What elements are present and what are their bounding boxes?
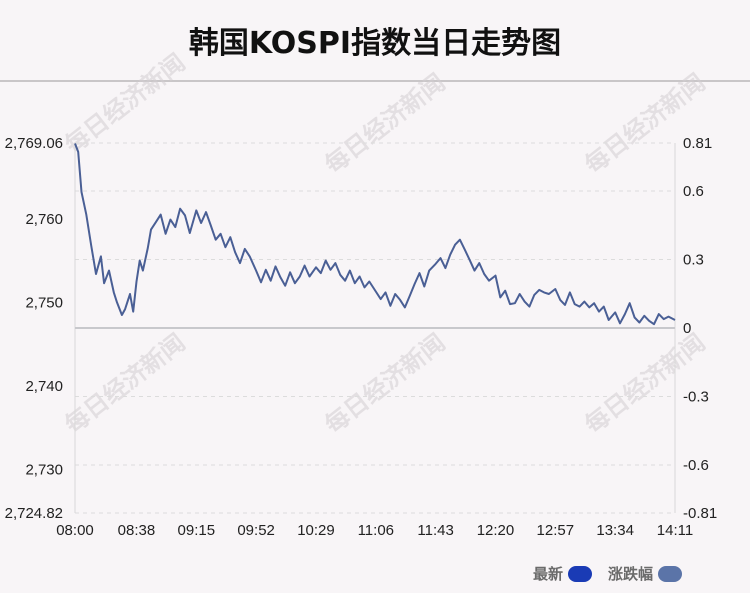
chart-title: 韩国KOSPI指数当日走势图 bbox=[188, 26, 562, 61]
y-right-tick-label: -0.3 bbox=[683, 389, 709, 406]
y-right-tick-label: 0 bbox=[683, 320, 691, 337]
y-left-tick-label: 2,724.82 bbox=[5, 505, 63, 522]
legend-item-change[interactable]: 涨跌幅 bbox=[608, 563, 683, 584]
legend: 最新 涨跌幅 bbox=[0, 563, 750, 587]
y-right-tick-label: -0.6 bbox=[683, 457, 709, 474]
x-tick-label: 14:11 bbox=[657, 522, 693, 539]
watermark-text: 每日经济新闻 bbox=[59, 328, 190, 440]
title-divider bbox=[0, 80, 750, 82]
y-left-tick-label: 2,760 bbox=[25, 211, 63, 228]
watermark-text: 每日经济新闻 bbox=[579, 328, 710, 440]
y-left-tick-label: 2,730 bbox=[25, 462, 63, 479]
x-tick-label: 09:15 bbox=[178, 522, 216, 539]
series-line bbox=[74, 143, 676, 326]
y-left-tick-label: 2,740 bbox=[25, 378, 63, 395]
y-right-tick-label: 0.81 bbox=[683, 135, 712, 152]
x-tick-label: 13:34 bbox=[596, 522, 634, 539]
x-tick-label: 08:00 bbox=[56, 522, 94, 539]
x-tick-label: 08:38 bbox=[118, 522, 156, 539]
watermark-text: 每日经济新闻 bbox=[579, 68, 710, 180]
legend-swatch-change bbox=[658, 565, 683, 582]
y-left-tick-label: 2,750 bbox=[25, 294, 63, 311]
watermark-text: 每日经济新闻 bbox=[59, 48, 190, 160]
x-tick-label: 12:57 bbox=[537, 522, 575, 539]
legend-item-latest[interactable]: 最新 bbox=[533, 563, 593, 584]
x-tick-label: 12:20 bbox=[477, 522, 515, 539]
x-tick-label: 10:29 bbox=[297, 522, 335, 539]
watermark-text: 每日经济新闻 bbox=[319, 68, 450, 180]
x-tick-label: 11:43 bbox=[417, 522, 453, 539]
watermark-text: 每日经济新闻 bbox=[319, 328, 450, 440]
legend-label-change: 涨跌幅 bbox=[608, 565, 654, 583]
y-right-tick-label: -0.81 bbox=[683, 505, 717, 522]
x-tick-label: 11:06 bbox=[358, 522, 394, 539]
y-right-tick-label: 0.6 bbox=[683, 183, 704, 200]
y-left-tick-label: 2,769.06 bbox=[5, 135, 63, 152]
legend-swatch-latest bbox=[568, 565, 593, 582]
x-tick-label: 09:52 bbox=[237, 522, 275, 539]
legend-label-latest: 最新 bbox=[533, 565, 564, 583]
y-right-tick-label: 0.3 bbox=[683, 251, 704, 268]
